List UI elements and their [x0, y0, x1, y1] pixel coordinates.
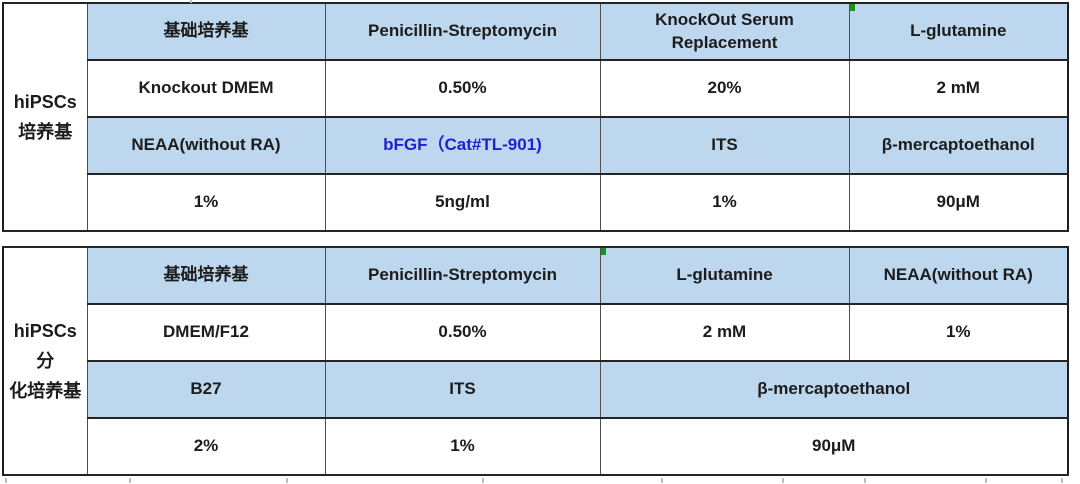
header-cell-knockout-serum: KnockOut Serum Replacement [599, 2, 850, 61]
gridline-stub [286, 478, 288, 483]
hipscs-differentiation-medium-table: hiPSCs分 化培养基 基础培养基 Penicillin-Streptomyc… [2, 246, 1069, 476]
value-cell: 20% [599, 59, 850, 118]
header-cell-base-medium: 基础培养基 [86, 2, 326, 61]
cell-flag-marker-icon [850, 5, 855, 11]
value-cell: 5ng/ml [324, 173, 601, 232]
value-cell: 1% [324, 417, 601, 476]
value-cell: 1% [86, 173, 326, 232]
row-label-line: 化培养基 [9, 381, 82, 401]
gridline-stub [782, 478, 784, 483]
gridline-stub [1061, 478, 1063, 483]
header-cell-its: ITS [324, 360, 601, 419]
header-cell-bfgf: bFGF（Cat#TL-901) [324, 116, 601, 175]
header-cell-l-glutamine: L-glutamine [599, 246, 850, 305]
value-cell: 1% [848, 303, 1069, 362]
value-cell: DMEM/F12 [86, 303, 326, 362]
hipscs-medium-table: hiPSCs 培养基 基础培养基 Penicillin-Streptomycin… [2, 2, 1069, 232]
gridline-stub [482, 478, 484, 483]
header-cell-l-glutamine: L-glutamine [848, 2, 1069, 61]
value-cell: 2 mM [599, 303, 850, 362]
row-label-line: hiPSCs分 [13, 321, 77, 371]
header-cell-mercaptoethanol: β-mercaptoethanol [848, 116, 1069, 175]
value-cell: 2 mM [848, 59, 1069, 118]
row-label-line: 培养基 [18, 122, 73, 142]
gridline-stub [985, 478, 987, 483]
row-label-hipscs-diff-medium: hiPSCs分 化培养基 [2, 246, 88, 476]
gridline-stub [190, 0, 192, 3]
gridline-stub [864, 478, 866, 483]
value-cell: 1% [599, 173, 850, 232]
header-cell-base-medium: 基础培养基 [86, 246, 326, 305]
value-cell: 90μM [599, 417, 1069, 476]
cell-flag-marker-icon [601, 249, 606, 255]
gridline-stub [129, 478, 131, 483]
row-label-hipscs-medium: hiPSCs 培养基 [2, 2, 88, 232]
header-cell-neaa: NEAA(without RA) [848, 246, 1069, 305]
value-cell: 0.50% [324, 303, 601, 362]
value-cell: 2% [86, 417, 326, 476]
header-cell-pen-strep: Penicillin-Streptomycin [324, 2, 601, 61]
value-cell: Knockout DMEM [86, 59, 326, 118]
header-cell-b27: B27 [86, 360, 326, 419]
header-cell-neaa: NEAA(without RA) [86, 116, 326, 175]
value-cell: 0.50% [324, 59, 601, 118]
row-label-line: hiPSCs [13, 92, 77, 112]
value-cell: 90μM [848, 173, 1069, 232]
gridline-stub [5, 478, 7, 483]
header-cell-mercaptoethanol: β-mercaptoethanol [599, 360, 1069, 419]
header-cell-its: ITS [599, 116, 850, 175]
header-cell-pen-strep: Penicillin-Streptomycin [324, 246, 601, 305]
gridline-stub [661, 478, 663, 483]
